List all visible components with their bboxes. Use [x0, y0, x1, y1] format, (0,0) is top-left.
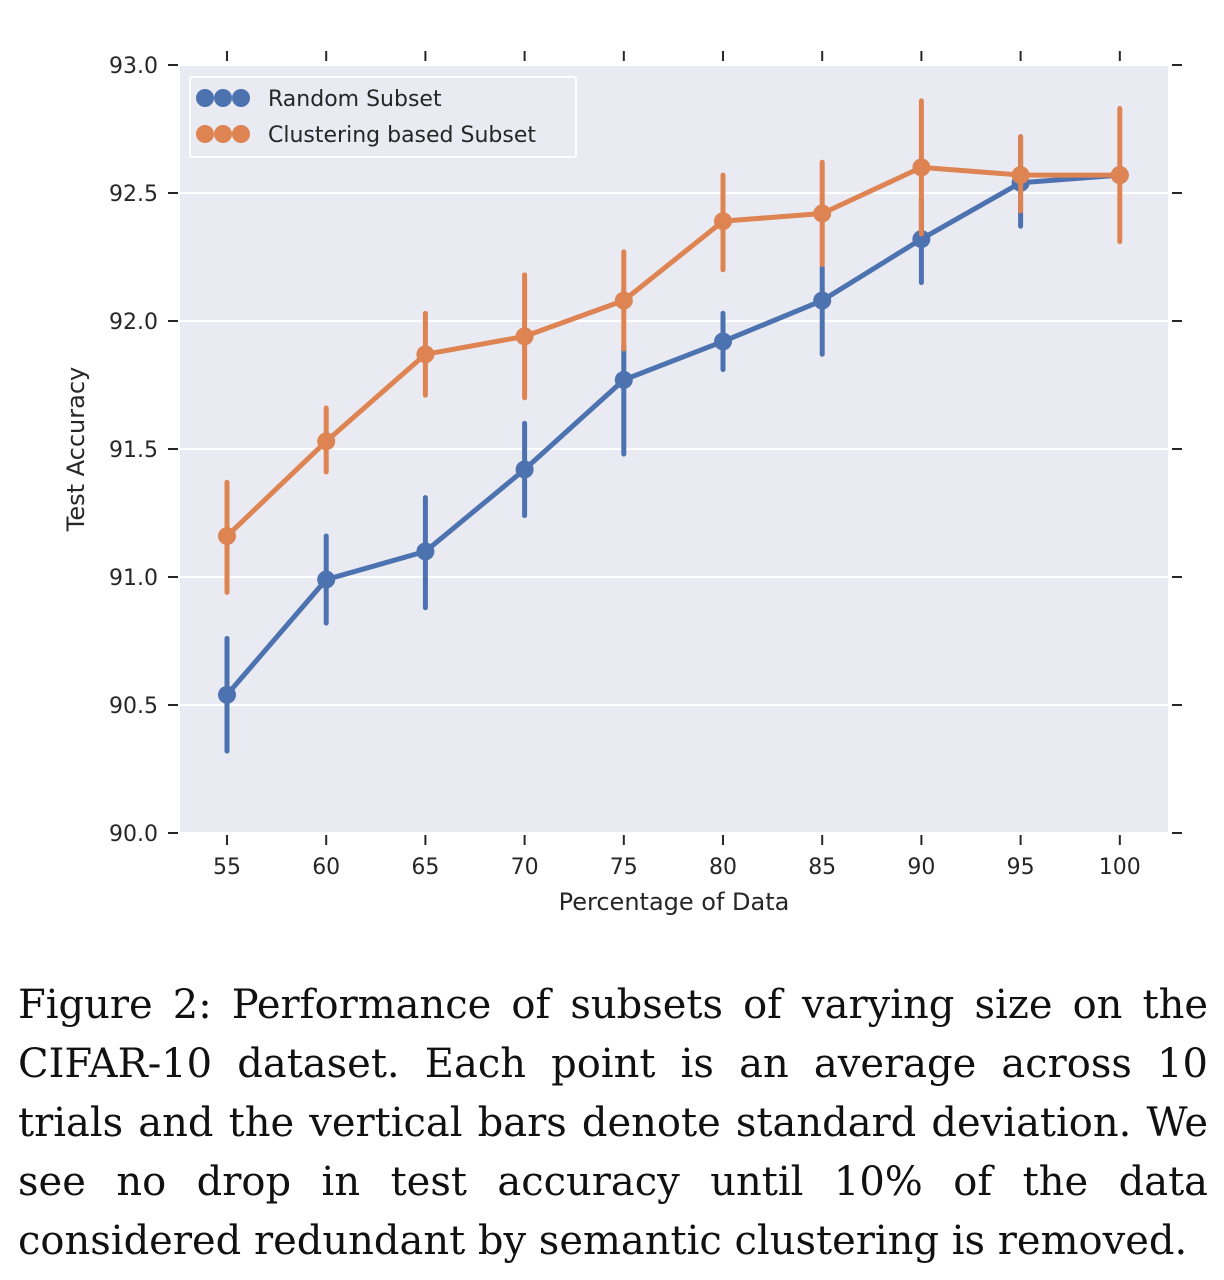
axis-ticks: [168, 51, 1182, 845]
data-point: [515, 327, 534, 346]
data-point: [912, 230, 931, 249]
y-axis-label: Test Accuracy: [62, 367, 90, 532]
series-line: [224, 164, 1123, 539]
data-point: [813, 291, 832, 310]
data-point: [614, 370, 633, 389]
data-point: [714, 332, 732, 351]
y-tick-label: 92.5: [109, 182, 158, 207]
legend: Random Subset Clustering based Subset: [189, 76, 577, 158]
y-tick-label: 91.0: [109, 566, 158, 591]
legend-marker: [196, 125, 214, 143]
y-tick-label: 91.5: [109, 438, 158, 463]
data-point: [1110, 166, 1129, 185]
data-point: [515, 460, 534, 479]
legend-box: [189, 76, 577, 158]
y-tick-label: 90.5: [109, 694, 158, 719]
data-point: [714, 212, 732, 231]
data-point: [317, 570, 336, 589]
x-tick-label: 100: [1099, 855, 1141, 880]
data-point: [1011, 166, 1030, 185]
data-point: [912, 158, 931, 177]
y-tick-label: 93.0: [109, 54, 158, 79]
x-tick-label: 70: [511, 855, 539, 880]
legend-marker: [214, 89, 232, 107]
x-tick-label: 60: [312, 855, 340, 880]
x-tick-label: 85: [808, 855, 836, 880]
data-point: [614, 291, 633, 310]
data-point: [813, 204, 832, 223]
x-tick-label: 65: [411, 855, 439, 880]
legend-label: Random Subset: [268, 87, 442, 112]
series-line: [224, 172, 1123, 698]
x-tick-label: 90: [907, 855, 935, 880]
legend-label: Clustering based Subset: [268, 123, 536, 148]
data-point: [416, 542, 435, 561]
data-point: [218, 527, 236, 546]
data-point: [416, 345, 435, 364]
x-tick-label: 75: [610, 855, 638, 880]
y-tick-labels: 90.0 90.5 91.0 91.5 92.0 92.5 93.0: [109, 54, 158, 847]
y-tick-label: 92.0: [109, 310, 158, 335]
x-axis-label: Percentage of Data: [559, 888, 790, 916]
legend-marker: [232, 125, 250, 143]
legend-marker: [214, 125, 232, 143]
series-layer: [218, 98, 1129, 754]
figure: 90.0 90.5 91.0 91.5 92.0 92.5 93.0 55 60 65 70 75 8…: [62, 51, 1182, 916]
figure-caption: Figure 2: Performance of subsets of vary…: [18, 982, 1208, 1264]
x-tick-label: 55: [213, 855, 241, 880]
y-tick-label: 90.0: [109, 822, 158, 847]
legend-marker: [232, 89, 250, 107]
data-point: [317, 432, 336, 451]
x-tick-label: 95: [1007, 855, 1035, 880]
x-tick-labels: 55 60 65 70 75 80 85 90 95 100: [213, 855, 1141, 880]
data-point: [218, 685, 236, 704]
legend-marker: [196, 89, 214, 107]
x-tick-label: 80: [709, 855, 737, 880]
series-clustering-subset: [218, 98, 1129, 595]
chart: 90.0 90.5 91.0 91.5 92.0 92.5 93.0 55 60 65 70 75 8…: [62, 51, 1182, 916]
